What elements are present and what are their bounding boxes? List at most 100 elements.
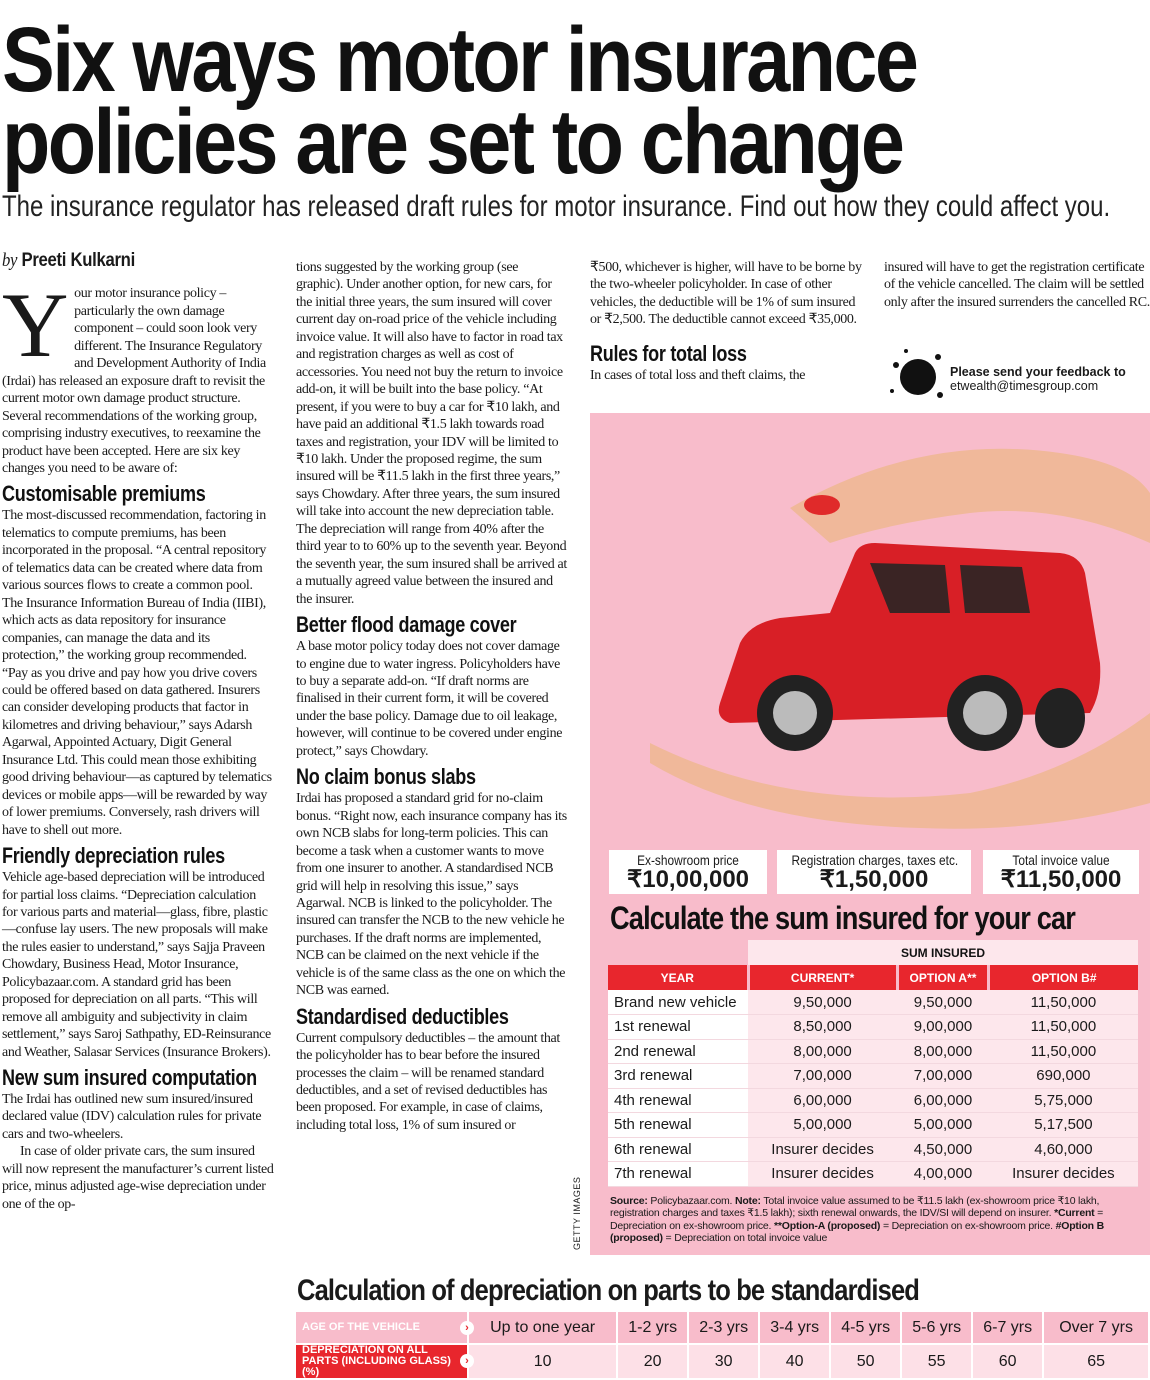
- paragraph: Irdai has proposed a standard grid for n…: [296, 791, 567, 999]
- table-cell: 6,00,000: [897, 1088, 989, 1113]
- table-row: 2nd renewal 8,00,000 8,00,000 11,50,000: [608, 1039, 1138, 1064]
- drop-cap: Y: [2, 274, 69, 377]
- table-cell: 7th renewal: [608, 1161, 748, 1187]
- table-cell: 7,00,000: [897, 1063, 989, 1089]
- column-4: insured will have to get the registratio…: [884, 259, 1150, 311]
- subtitle: The insurance regulator has released dra…: [2, 190, 1111, 223]
- age-cell: 3-4 yrs: [759, 1312, 832, 1345]
- depreciation-cell: 55: [901, 1344, 974, 1380]
- paragraph: In case of older private cars, the sum i…: [2, 1144, 274, 1212]
- table-cell: 5,17,500: [988, 1112, 1138, 1138]
- sum-insured-title: Calculate the sum insured for your car: [610, 900, 1076, 936]
- table-cell: 11,50,000: [988, 990, 1138, 1015]
- column-header: CURRENT*: [746, 965, 898, 990]
- column-header: OPTION B#: [987, 965, 1138, 990]
- heading-customisable-premiums: Customisable premiums: [2, 481, 206, 507]
- price-label: Ex-showroom price: [637, 852, 739, 868]
- photo-credit: GETTY IMAGES: [572, 1176, 582, 1250]
- heading-new-sum-insured: New sum insured computation: [2, 1065, 257, 1091]
- age-cell: 6-7 yrs: [972, 1312, 1045, 1345]
- age-cell: 2-3 yrs: [688, 1312, 761, 1345]
- depreciation-cell: 60: [972, 1344, 1045, 1380]
- table-cell: 9,50,000: [748, 990, 898, 1015]
- feedback-label: Please send your feedback to: [950, 365, 1126, 379]
- table-cell: 5,00,000: [897, 1112, 989, 1138]
- table-row: 6th renewal Insurer decides 4,50,000 4,60,0…: [608, 1137, 1138, 1162]
- paragraph: In cases of total loss and theft claims,…: [590, 367, 806, 383]
- table-cell: 5,00,000: [748, 1112, 898, 1138]
- depreciation-cell: 20: [617, 1344, 690, 1380]
- paragraph: Current compulsory deductibles – the amo…: [296, 1030, 560, 1133]
- depreciation-cell: 30: [688, 1344, 761, 1380]
- feedback-note: Please send your feedback to etwealth@ti…: [950, 365, 1126, 393]
- row-label-depreciation: DEPRECIATION ON ALL PARTS (INCLUDING GLA…: [296, 1344, 474, 1380]
- column-header: OPTION A**: [895, 965, 989, 990]
- column-3: ₹500, whichever is higher, will have to …: [590, 259, 862, 384]
- paragraph: The Irdai has outlined new sum insured/i…: [2, 1092, 262, 1142]
- depreciation-table: AGE OF THE VEHICLE › Up to one year 1-2 yrs…: [296, 1312, 1150, 1380]
- table-cell: 8,50,000: [748, 1014, 898, 1040]
- price-box-total-invoice: Total invoice value ₹11,50,000: [983, 850, 1139, 894]
- heading-friendly-depreciation: Friendly depreciation rules: [2, 843, 225, 869]
- depreciation-cell: 65: [1043, 1344, 1150, 1380]
- table-cell: 4th renewal: [608, 1088, 748, 1113]
- table-cell: Insurer decides: [988, 1161, 1138, 1187]
- age-cell: Up to one year: [468, 1312, 619, 1345]
- table-cell: 9,00,000: [897, 1014, 989, 1040]
- age-cell: 5-6 yrs: [901, 1312, 974, 1345]
- table-row: 7th renewal Insurer decides 4,00,000 Insure…: [608, 1161, 1138, 1187]
- price-box-ex-showroom: Ex-showroom price ₹10,00,000: [609, 850, 767, 894]
- column-2: tions suggested by the working group (se…: [296, 259, 568, 1134]
- author-name: Preeti Kulkarni: [21, 250, 136, 271]
- sum-insured-group-header: SUM INSURED: [748, 940, 1138, 965]
- table-cell: 11,50,000: [988, 1039, 1138, 1064]
- depreciation-title: Calculation of depreciation on parts to …: [297, 1274, 920, 1307]
- table-cell: Insurer decides: [748, 1137, 898, 1162]
- ink-splat-icon: [890, 349, 943, 398]
- price-value: ₹10,00,000: [626, 866, 750, 893]
- table-row: 4th renewal 6,00,000 6,00,000 5,75,000: [608, 1088, 1138, 1113]
- table-cell: 7,00,000: [748, 1063, 898, 1089]
- depreciation-cell: 10: [468, 1344, 619, 1380]
- table-cell: 9,50,000: [897, 990, 989, 1015]
- byline: by Preeti Kulkarni: [2, 250, 136, 271]
- table-row: Brand new vehicle 9,50,000 9,50,000 11,50,0…: [608, 990, 1138, 1015]
- source-note: Source: Policybazaar.com. Note: Total in…: [610, 1195, 1104, 1244]
- heading-standardised-deductibles: Standardised deductibles: [296, 1003, 509, 1029]
- price-box-registration: Registration charges, taxes etc. ₹1,50,00…: [777, 850, 971, 894]
- table-cell: 3rd renewal: [608, 1063, 748, 1089]
- car-in-hands-image: [650, 448, 1150, 829]
- price-label: Total invoice value: [1012, 852, 1110, 868]
- table-row: 1st renewal 8,50,000 9,00,000 11,50,000: [608, 1014, 1138, 1040]
- chevron-right-icon: ›: [460, 1354, 474, 1368]
- table-cell: 4,00,000: [897, 1161, 989, 1187]
- heading-flood-damage: Better flood damage cover: [296, 612, 517, 638]
- table-cell: 11,50,000: [988, 1014, 1138, 1040]
- chevron-right-icon: ›: [460, 1321, 474, 1335]
- table-cell: Brand new vehicle: [608, 990, 748, 1015]
- headline-line-1: Six ways motor insurance: [2, 9, 919, 111]
- price-value: ₹11,50,000: [1000, 866, 1122, 893]
- headline-line-2: policies are set to change: [2, 91, 905, 193]
- intro-paragraph: our motor insurance policy – particularl…: [2, 286, 266, 476]
- paragraph: insured will have to get the registratio…: [884, 260, 1150, 310]
- table-cell: 8,00,000: [748, 1039, 898, 1064]
- column-header: YEAR: [608, 965, 748, 990]
- table-cell: 1st renewal: [608, 1014, 748, 1040]
- price-label: Registration charges, taxes etc.: [791, 852, 959, 868]
- table-cell: 2nd renewal: [608, 1039, 748, 1064]
- paragraph: A base motor policy today does not cover…: [296, 639, 563, 759]
- row-label-age: AGE OF THE VEHICLE ›: [296, 1312, 474, 1345]
- feedback-email[interactable]: etwealth@timesgroup.com: [950, 379, 1099, 393]
- table-cell: 6,00,000: [748, 1088, 898, 1113]
- paragraph: tions suggested by the working group (se…: [296, 260, 567, 607]
- paragraph: ₹500, whichever is higher, will have to …: [590, 260, 862, 328]
- price-value: ₹1,50,000: [819, 866, 929, 893]
- table-cell: 8,00,000: [897, 1039, 989, 1064]
- table-cell: 6th renewal: [608, 1137, 748, 1162]
- depreciation-cell: 40: [759, 1344, 832, 1380]
- paragraph: Vehicle age-based depreciation will be i…: [2, 870, 271, 1060]
- paragraph: The most-discussed recommendation, facto…: [2, 508, 272, 838]
- heading-total-loss: Rules for total loss: [590, 340, 747, 366]
